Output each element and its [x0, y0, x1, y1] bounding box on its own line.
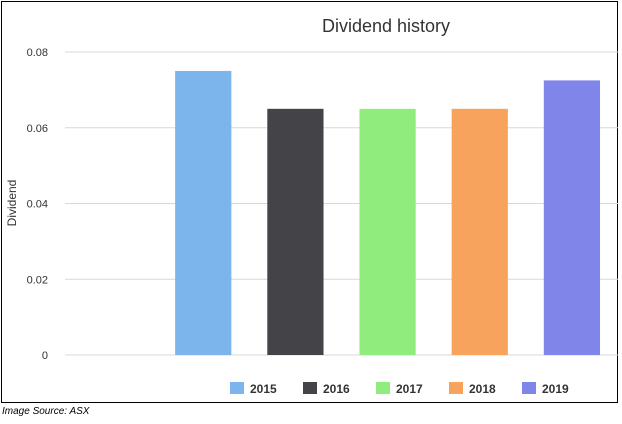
y-tick-label: 0.02	[27, 274, 48, 286]
legend-label-2018: 2018	[469, 382, 496, 396]
bar-2019	[543, 80, 601, 355]
legend: 2015 2016 2017 2018 2019	[230, 382, 569, 396]
grid-lines	[65, 51, 618, 356]
legend-swatch-2019	[522, 382, 536, 394]
bar-2018	[451, 108, 508, 355]
bars	[175, 70, 601, 355]
legend-swatch-2015	[230, 382, 244, 394]
y-tick-label: 0	[42, 350, 48, 362]
y-axis-ticks: 0 0.02 0.04 0.06 0.08	[27, 47, 48, 362]
y-tick-label: 0.06	[27, 123, 48, 135]
bar-2015	[175, 70, 232, 355]
legend-label-2015: 2015	[250, 382, 277, 396]
bar-2016	[267, 108, 324, 355]
image-source-caption: Image Source: ASX	[2, 406, 90, 417]
legend-swatch-2017	[376, 382, 390, 394]
legend-label-2019: 2019	[542, 382, 569, 396]
y-axis-label: Dividend	[5, 180, 19, 227]
y-tick-label: 0.04	[27, 199, 48, 211]
legend-swatch-2018	[449, 382, 463, 394]
dividend-chart: Dividend history 0 0.02 0.04 0.06 0.08 Divid…	[5, 16, 618, 396]
legend-swatch-2016	[303, 382, 317, 394]
chart-title: Dividend history	[322, 16, 450, 36]
legend-label-2017: 2017	[396, 382, 423, 396]
y-tick-label: 0.08	[27, 47, 48, 59]
legend-label-2016: 2016	[323, 382, 350, 396]
bar-2017	[359, 108, 416, 355]
